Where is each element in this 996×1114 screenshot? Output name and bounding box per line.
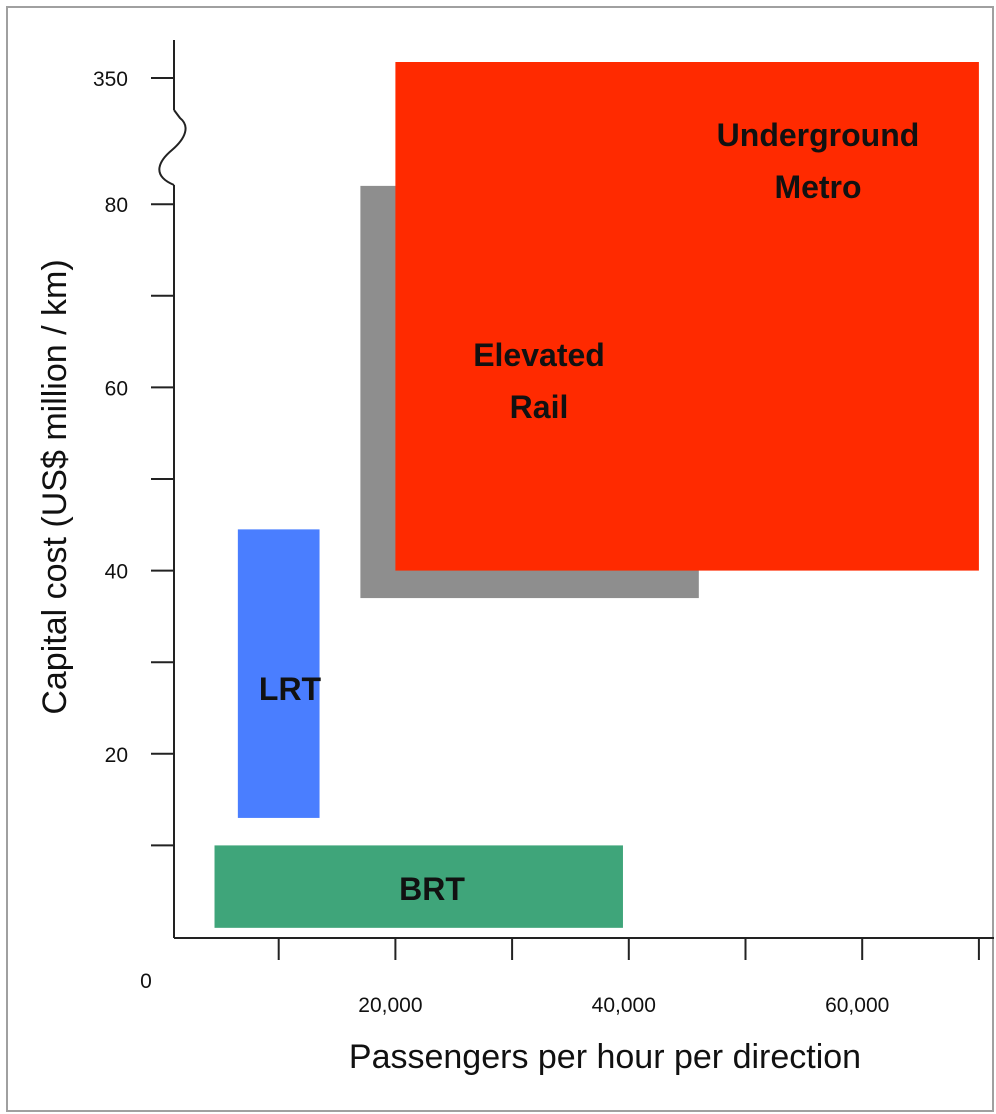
region-brt (214, 845, 623, 928)
y-axis-title: Capital cost (US$ million / km) (36, 259, 74, 714)
region-label-brt: BRT (399, 871, 465, 907)
y-tick-label: 20 (105, 744, 128, 767)
y-tick-label: 80 (105, 194, 128, 217)
region-underground-metro (395, 62, 979, 571)
y-tick-label: 40 (105, 561, 128, 584)
region-label-underground-metro: Underground (717, 117, 920, 153)
region-lrt (237, 529, 320, 818)
regions-layer (214, 62, 979, 928)
y-tick-label: 350 (93, 68, 128, 91)
x-axis-title: Passengers per hour per direction (349, 1038, 861, 1076)
region-label-underground-metro: Metro (774, 169, 861, 205)
axes-layer: 20 40 60 80 350 20,000 40,000 60,000 (93, 40, 994, 1017)
region-label-lrt: LRT (259, 671, 322, 707)
region-label-elevated-rail: Elevated (473, 337, 605, 373)
x-tick-label: 60,000 (825, 994, 889, 1017)
x-tick-label: 40,000 (592, 994, 656, 1017)
y-tick-label: 60 (105, 377, 128, 400)
origin-label: 0 (140, 970, 152, 993)
figure-frame (6, 6, 994, 1112)
y-axis-break (158, 109, 187, 186)
region-label-elevated-rail: Rail (510, 389, 569, 425)
labels-layer: BRT LRT Elevated Rail Underground Metro (259, 117, 919, 907)
x-tick-label: 20,000 (358, 994, 422, 1017)
